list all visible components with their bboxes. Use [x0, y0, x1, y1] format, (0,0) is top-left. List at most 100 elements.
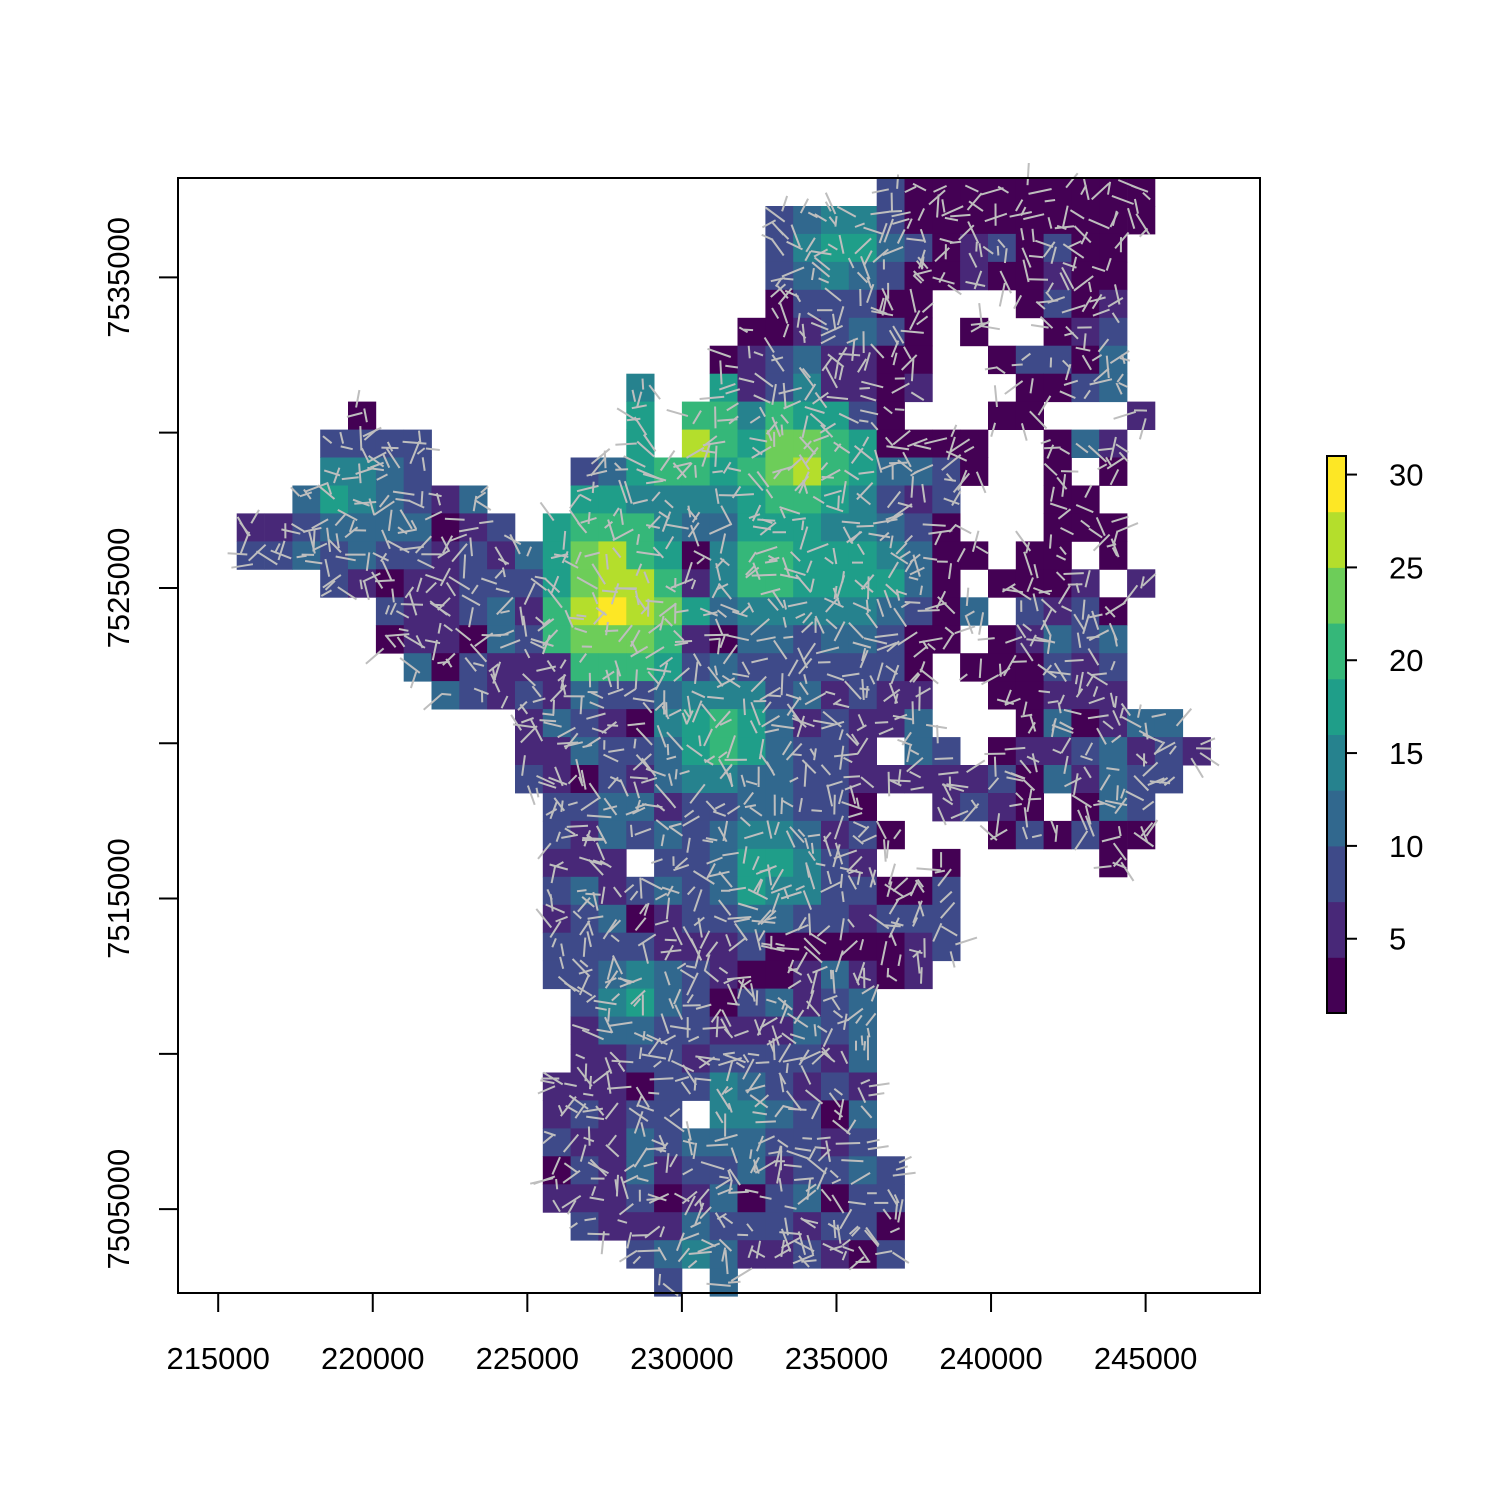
- stream-segment: [829, 969, 833, 980]
- stream-segment: [617, 1219, 628, 1224]
- stream-segment: [793, 1009, 805, 1025]
- stream-segment: [906, 218, 913, 230]
- stream-segment: [826, 784, 834, 807]
- stream-segment: [346, 411, 363, 418]
- stream-segment: [783, 1163, 802, 1168]
- stream-segment: [647, 1037, 662, 1055]
- raster-cell: [737, 1016, 766, 1045]
- stream-segment: [841, 891, 845, 903]
- stream-segment: [903, 346, 912, 360]
- stream-segment: [714, 665, 718, 676]
- stream-segment: [857, 1245, 870, 1262]
- stream-segment: [884, 436, 894, 447]
- stream-segment: [673, 667, 690, 682]
- raster-cell: [904, 625, 933, 654]
- stream-segment: [648, 1091, 660, 1095]
- stream-segment: [893, 503, 913, 518]
- stream-segment: [296, 554, 307, 559]
- stream-segment: [697, 1242, 721, 1253]
- stream-segment: [745, 566, 760, 579]
- stream-segment: [807, 850, 816, 862]
- stream-segment: [772, 465, 794, 474]
- raster-cell: [403, 597, 432, 626]
- stream-segment: [742, 1058, 755, 1080]
- stream-segment: [921, 483, 926, 503]
- stream-segment: [832, 698, 842, 706]
- stream-segment: [798, 454, 810, 471]
- stream-segment: [683, 561, 693, 584]
- stream-segment: [956, 547, 966, 563]
- stream-segment: [837, 495, 840, 509]
- stream-segment: [686, 972, 699, 996]
- stream-segment: [850, 1172, 871, 1186]
- stream-segment: [832, 587, 841, 606]
- stream-segment: [1099, 774, 1111, 791]
- stream-segment: [429, 600, 448, 616]
- stream-segment: [555, 1178, 559, 1190]
- stream-segment: [399, 657, 421, 674]
- stream-segment: [740, 605, 751, 615]
- stream-segment: [1138, 418, 1147, 440]
- stream-segment: [629, 890, 639, 901]
- stream-segment: [1056, 476, 1068, 490]
- raster-cell: [1099, 261, 1128, 291]
- stream-segment: [629, 629, 641, 648]
- stream-segment: [761, 219, 777, 229]
- stream-segment: [1075, 688, 1084, 698]
- stream-segment: [846, 855, 863, 873]
- stream-segment: [1092, 308, 1110, 317]
- stream-segment: [491, 667, 497, 681]
- stream-segment: [822, 1242, 844, 1255]
- stream-segment: [962, 802, 980, 823]
- stream-segment: [827, 243, 838, 251]
- stream-segment: [821, 357, 833, 372]
- stream-segment: [679, 1232, 700, 1242]
- stream-segment: [823, 835, 832, 857]
- stream-segment: [1051, 724, 1074, 734]
- stream-segment: [675, 1232, 685, 1252]
- stream-segment: [909, 288, 917, 313]
- stream-segment: [1010, 585, 1032, 601]
- raster-cell: [1043, 373, 1072, 403]
- raster-cell: [654, 1072, 683, 1101]
- stream-segment: [607, 1085, 632, 1090]
- stream-segment: [1001, 583, 1016, 593]
- raster-cell: [821, 289, 850, 319]
- stream-segment: [659, 615, 665, 631]
- stream-segment: [750, 983, 756, 1002]
- stream-segment: [869, 869, 877, 888]
- x-tick-label: 240000: [939, 1341, 1042, 1376]
- stream-segment: [425, 573, 444, 582]
- stream-segment: [454, 627, 472, 642]
- raster-cell: [598, 1184, 627, 1213]
- legend-tick-label: 15: [1389, 736, 1423, 771]
- stream-segment: [934, 869, 946, 874]
- stream-segment: [1029, 378, 1034, 394]
- stream-segment: [812, 495, 825, 505]
- stream-segment: [771, 1025, 780, 1046]
- stream-segment: [1020, 423, 1028, 441]
- raster-cell: [793, 765, 822, 794]
- raster-cell: [960, 457, 989, 486]
- stream-segment: [589, 701, 605, 709]
- stream-segment: [1088, 613, 1103, 619]
- raster-cell: [515, 597, 544, 626]
- stream-segment: [1030, 324, 1049, 329]
- raster-cell: [932, 932, 961, 962]
- stream-segment: [588, 782, 602, 800]
- stream-segment: [863, 226, 884, 236]
- stream-segment: [1127, 207, 1136, 229]
- stream-segment: [687, 1035, 700, 1043]
- stream-segment: [838, 366, 844, 381]
- stream-segment: [712, 470, 723, 474]
- stream-segment: [849, 785, 857, 805]
- stream-segment: [896, 228, 906, 244]
- stream-segment: [612, 507, 620, 517]
- stream-segment: [893, 829, 902, 840]
- stream-segment: [846, 1007, 864, 1021]
- stream-segment: [728, 1179, 733, 1194]
- stream-segment: [605, 669, 613, 688]
- stream-segment: [749, 1149, 753, 1159]
- stream-segment: [811, 261, 831, 278]
- x-tick-label: 225000: [476, 1341, 579, 1376]
